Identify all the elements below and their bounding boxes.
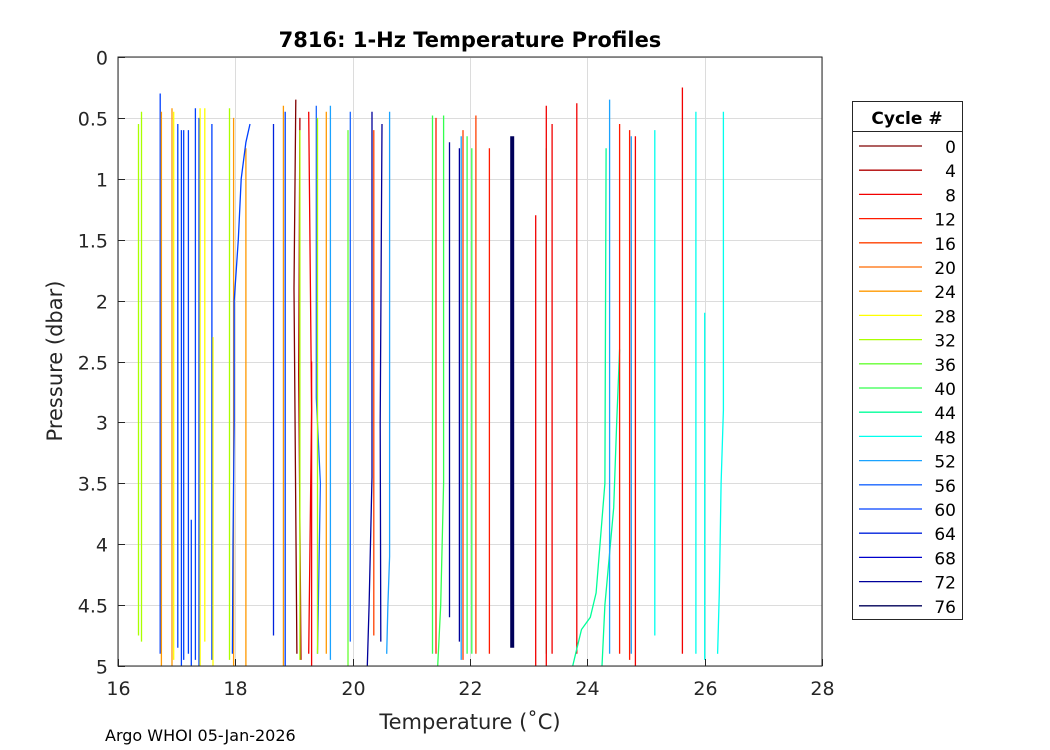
legend-label: 24	[934, 283, 956, 303]
y-tick-label: 2.5	[78, 353, 108, 375]
y-tick-label: 0.5	[78, 109, 108, 131]
y-tick-label: 5	[96, 657, 108, 679]
legend-label: 60	[934, 501, 956, 521]
y-tick-label: 4	[96, 535, 108, 557]
y-tick-label: 2	[96, 292, 108, 314]
profile-line-cycle-72	[379, 123, 383, 642]
profile-line-cycle-0	[293, 99, 298, 654]
legend-label: 28	[934, 307, 956, 327]
x-axis-ticks: 16 18 20 22 24 26 28	[106, 659, 835, 700]
profile-line-cycle-44	[572, 148, 607, 667]
legend-label: 64	[934, 525, 956, 545]
legend-label: 48	[934, 428, 956, 448]
y-tick-label: 1.5	[78, 231, 108, 253]
legend-label: 4	[945, 162, 956, 182]
legend-label: 32	[934, 332, 956, 352]
legend-label: 0	[945, 138, 956, 158]
profile-line-cycle-72	[366, 111, 373, 667]
x-axis-label: Temperature (˚C)	[378, 710, 560, 734]
legend-label: 68	[934, 549, 956, 569]
legend: Cycle # 04812162024283236404448525660646…	[852, 101, 963, 620]
chart-title: 7816: 1-Hz Temperature Profiles	[279, 28, 662, 52]
legend-label: 40	[934, 380, 956, 400]
legend-label: 72	[934, 574, 956, 594]
profile-line-cycle-52	[386, 111, 391, 654]
y-tick-label: 4.5	[78, 596, 108, 618]
x-tick-label: 26	[693, 678, 717, 700]
profile-line-cycle-60	[231, 123, 251, 654]
profile-line-cycle-48	[716, 111, 725, 654]
x-tick-label: 16	[106, 678, 130, 700]
y-tick-label: 3.5	[78, 474, 108, 496]
legend-label: 56	[934, 477, 956, 497]
legend-label: 44	[934, 404, 956, 424]
y-tick-label: 3	[96, 413, 108, 435]
x-tick-label: 24	[575, 678, 599, 700]
y-tick-label: 0	[96, 48, 108, 70]
y-axis-label: Pressure (dbar)	[43, 281, 67, 442]
x-tick-label: 28	[810, 678, 834, 700]
legend-label: 8	[945, 186, 956, 206]
x-tick-label: 22	[458, 678, 482, 700]
y-tick-label: 1	[96, 170, 108, 192]
legend-label: 52	[934, 453, 956, 473]
y-axis-ticks: 0 0.5 1 1.5 2 2.5 3 3.5 4 4.5 5	[78, 48, 125, 679]
legend-label: 36	[934, 356, 956, 376]
legend-label: 12	[934, 211, 956, 231]
x-tick-label: 18	[223, 678, 247, 700]
x-tick-label: 20	[341, 678, 365, 700]
profile-line-cycle-44	[601, 349, 621, 667]
footer-text: Argo WHOI 05-Jan-2026	[105, 726, 296, 745]
legend-title: Cycle #	[871, 109, 942, 129]
legend-label: 16	[934, 235, 956, 255]
legend-label: 20	[934, 259, 956, 279]
profile-line-cycle-56	[315, 105, 322, 654]
legend-label: 76	[934, 598, 956, 618]
profile-line-cycle-40	[437, 115, 445, 667]
profile-lines	[137, 87, 725, 667]
